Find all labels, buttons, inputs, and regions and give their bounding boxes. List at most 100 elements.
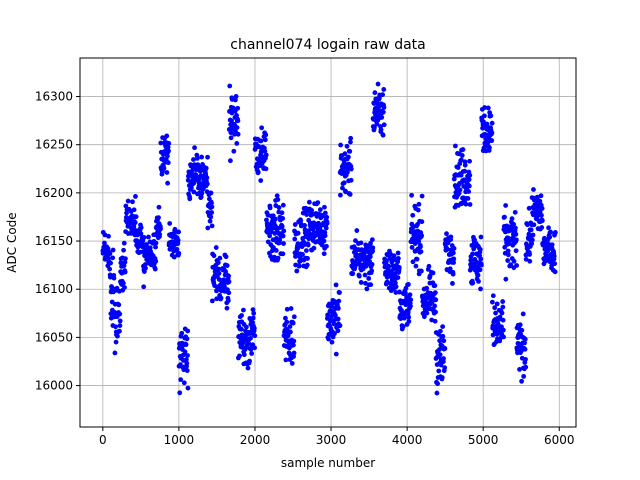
- data-point: [347, 192, 353, 197]
- data-point: [442, 365, 448, 371]
- data-point: [410, 259, 416, 265]
- data-point: [403, 290, 408, 296]
- data-point: [520, 311, 526, 317]
- data-point: [216, 270, 222, 276]
- data-point: [342, 151, 348, 157]
- data-point: [329, 339, 335, 345]
- data-point: [489, 130, 495, 136]
- data-point: [354, 228, 360, 233]
- data-point: [511, 221, 517, 227]
- data-point: [185, 385, 191, 391]
- data-point: [549, 242, 555, 248]
- data-point: [455, 165, 461, 170]
- data-point: [205, 225, 211, 231]
- data-point: [427, 273, 433, 279]
- data-point: [226, 273, 231, 279]
- data-point: [488, 113, 494, 119]
- data-point: [288, 306, 294, 311]
- data-point: [489, 138, 495, 143]
- data-point: [344, 143, 350, 149]
- data-point: [366, 276, 372, 281]
- data-point: [281, 241, 286, 246]
- data-point: [493, 310, 498, 316]
- data-point: [505, 258, 511, 263]
- data-point: [397, 289, 402, 295]
- data-point: [305, 256, 310, 261]
- data-point: [424, 310, 430, 316]
- data-point: [337, 290, 342, 295]
- data-point: [465, 196, 471, 201]
- data-point: [338, 142, 344, 148]
- x-tick-label: 2000: [240, 433, 271, 447]
- data-point: [441, 338, 447, 344]
- data-point: [367, 254, 373, 260]
- data-point: [511, 258, 517, 264]
- y-tick-label: 16250: [35, 138, 73, 152]
- data-point: [433, 309, 438, 315]
- data-point: [467, 172, 473, 178]
- data-point: [281, 228, 287, 234]
- data-point: [356, 273, 362, 279]
- data-point: [115, 333, 120, 339]
- data-point: [539, 212, 544, 218]
- data-point: [117, 311, 123, 317]
- data-point: [478, 286, 483, 292]
- data-point: [505, 252, 511, 258]
- data-point: [444, 231, 449, 237]
- data-point: [470, 280, 476, 286]
- data-point: [102, 240, 107, 246]
- data-point: [476, 278, 481, 284]
- data-point: [513, 225, 518, 231]
- y-axis-ticks: 16000 16050 16100 16150 16200 16250 16300: [35, 90, 80, 393]
- data-point: [283, 315, 288, 321]
- data-point: [304, 212, 310, 217]
- data-point: [128, 217, 134, 223]
- data-point: [481, 119, 486, 125]
- data-point: [179, 330, 185, 336]
- data-point: [499, 310, 505, 316]
- data-point: [339, 171, 345, 176]
- data-point: [433, 297, 439, 303]
- data-point: [453, 143, 458, 149]
- data-point: [121, 240, 127, 246]
- data-point: [223, 254, 229, 260]
- data-point: [191, 157, 196, 162]
- data-point: [133, 214, 139, 220]
- data-point: [416, 239, 422, 244]
- data-point: [113, 339, 119, 345]
- data-point: [467, 202, 473, 207]
- data-point: [546, 225, 551, 231]
- data-point: [348, 177, 354, 183]
- data-point: [226, 279, 232, 285]
- data-point: [231, 148, 237, 154]
- data-point: [432, 283, 438, 288]
- grid-layer: [80, 58, 576, 427]
- data-point: [233, 94, 239, 99]
- data-point: [552, 269, 558, 275]
- data-point: [284, 306, 290, 312]
- data-point: [552, 261, 558, 267]
- x-tick-label: 4000: [392, 433, 423, 447]
- data-point: [358, 280, 364, 285]
- data-point: [508, 262, 514, 268]
- data-point: [209, 298, 215, 304]
- data-point: [147, 245, 153, 251]
- data-point: [347, 149, 353, 154]
- data-point: [280, 251, 286, 257]
- x-tick-label: 3000: [316, 433, 347, 447]
- data-point: [262, 137, 268, 143]
- data-point: [513, 231, 519, 237]
- data-point: [117, 318, 123, 324]
- data-point: [122, 285, 127, 290]
- y-tick-label: 16100: [35, 282, 73, 296]
- data-point: [264, 217, 269, 223]
- data-point: [250, 307, 256, 313]
- data-point: [466, 177, 472, 182]
- data-point: [439, 375, 445, 380]
- data-point: [451, 256, 457, 262]
- data-point: [419, 193, 425, 199]
- data-point: [304, 248, 309, 253]
- data-point: [208, 190, 214, 196]
- data-point: [272, 216, 278, 222]
- data-point: [381, 104, 387, 110]
